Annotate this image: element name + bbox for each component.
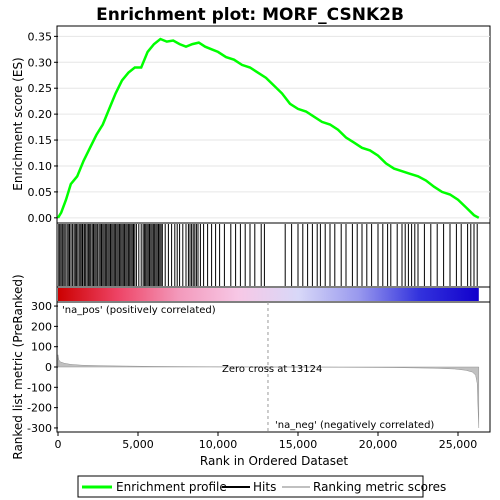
es-y-axis-label: Enrichment score (ES) <box>11 57 25 190</box>
pos-correlated-label: 'na_pos' (positively correlated) <box>62 305 216 316</box>
metric-y-tick-label: -300 <box>27 422 52 435</box>
x-tick-label: 15,000 <box>279 438 318 451</box>
legend-label-metric: Ranking metric scores <box>313 480 446 494</box>
es-y-tick-label: 0.05 <box>28 186 53 199</box>
legend-label-enrichment: Enrichment profile <box>116 480 227 494</box>
legend-box <box>77 475 424 498</box>
chart-title: Enrichment plot: MORF_CSNK2B <box>96 5 404 25</box>
metric-y-tick-label: 200 <box>31 320 52 333</box>
es-y-tick-label: 0.20 <box>28 108 53 121</box>
hits-bars <box>58 224 478 286</box>
x-tick-label: 0 <box>55 438 62 451</box>
es-panel-frame <box>56 25 491 224</box>
es-y-tick-label: 0.00 <box>28 212 53 225</box>
es-y-tick-label: 0.10 <box>28 160 53 173</box>
es-gridlines <box>58 35 490 219</box>
x-tick-label: 10,000 <box>199 438 238 451</box>
x-tick-label: 5,000 <box>122 438 154 451</box>
neg-correlated-label: 'na_neg' (negatively correlated) <box>275 420 434 431</box>
x-axis: 0 5,000 10,000 15,000 20,000 25,000 <box>55 432 478 451</box>
es-y-axis: 0.00 0.05 0.10 0.15 0.20 0.25 0.30 0.35 <box>28 30 58 225</box>
es-y-tick-label: 0.30 <box>28 56 53 69</box>
zero-cross-label: Zero cross at 13124 <box>222 364 322 375</box>
legend-label-hits: Hits <box>253 480 276 494</box>
enrichment-profile-line <box>56 37 480 219</box>
metric-y-tick-label: 300 <box>31 300 52 313</box>
metric-y-tick-label: 100 <box>31 341 52 354</box>
metric-y-axis: -300 -200 -100 0 100 200 300 <box>27 300 58 435</box>
es-y-tick-label: 0.25 <box>28 82 53 95</box>
metric-y-tick-label: -100 <box>27 381 52 394</box>
x-axis-label: Rank in Ordered Dataset <box>200 454 348 468</box>
metric-y-tick-label: -200 <box>27 402 52 415</box>
es-y-tick-label: 0.15 <box>28 134 53 147</box>
rank-colorbar <box>58 288 479 301</box>
metric-y-tick-label: 0 <box>45 361 52 374</box>
metric-y-axis-label: Ranked list metric (PreRanked) <box>11 274 25 459</box>
es-y-tick-label: 0.35 <box>28 30 53 43</box>
ranking-metric-area <box>57 354 480 428</box>
legend: Enrichment profile Hits Ranking metric s… <box>77 475 446 498</box>
x-tick-label: 25,000 <box>439 438 478 451</box>
x-tick-label: 20,000 <box>359 438 398 451</box>
